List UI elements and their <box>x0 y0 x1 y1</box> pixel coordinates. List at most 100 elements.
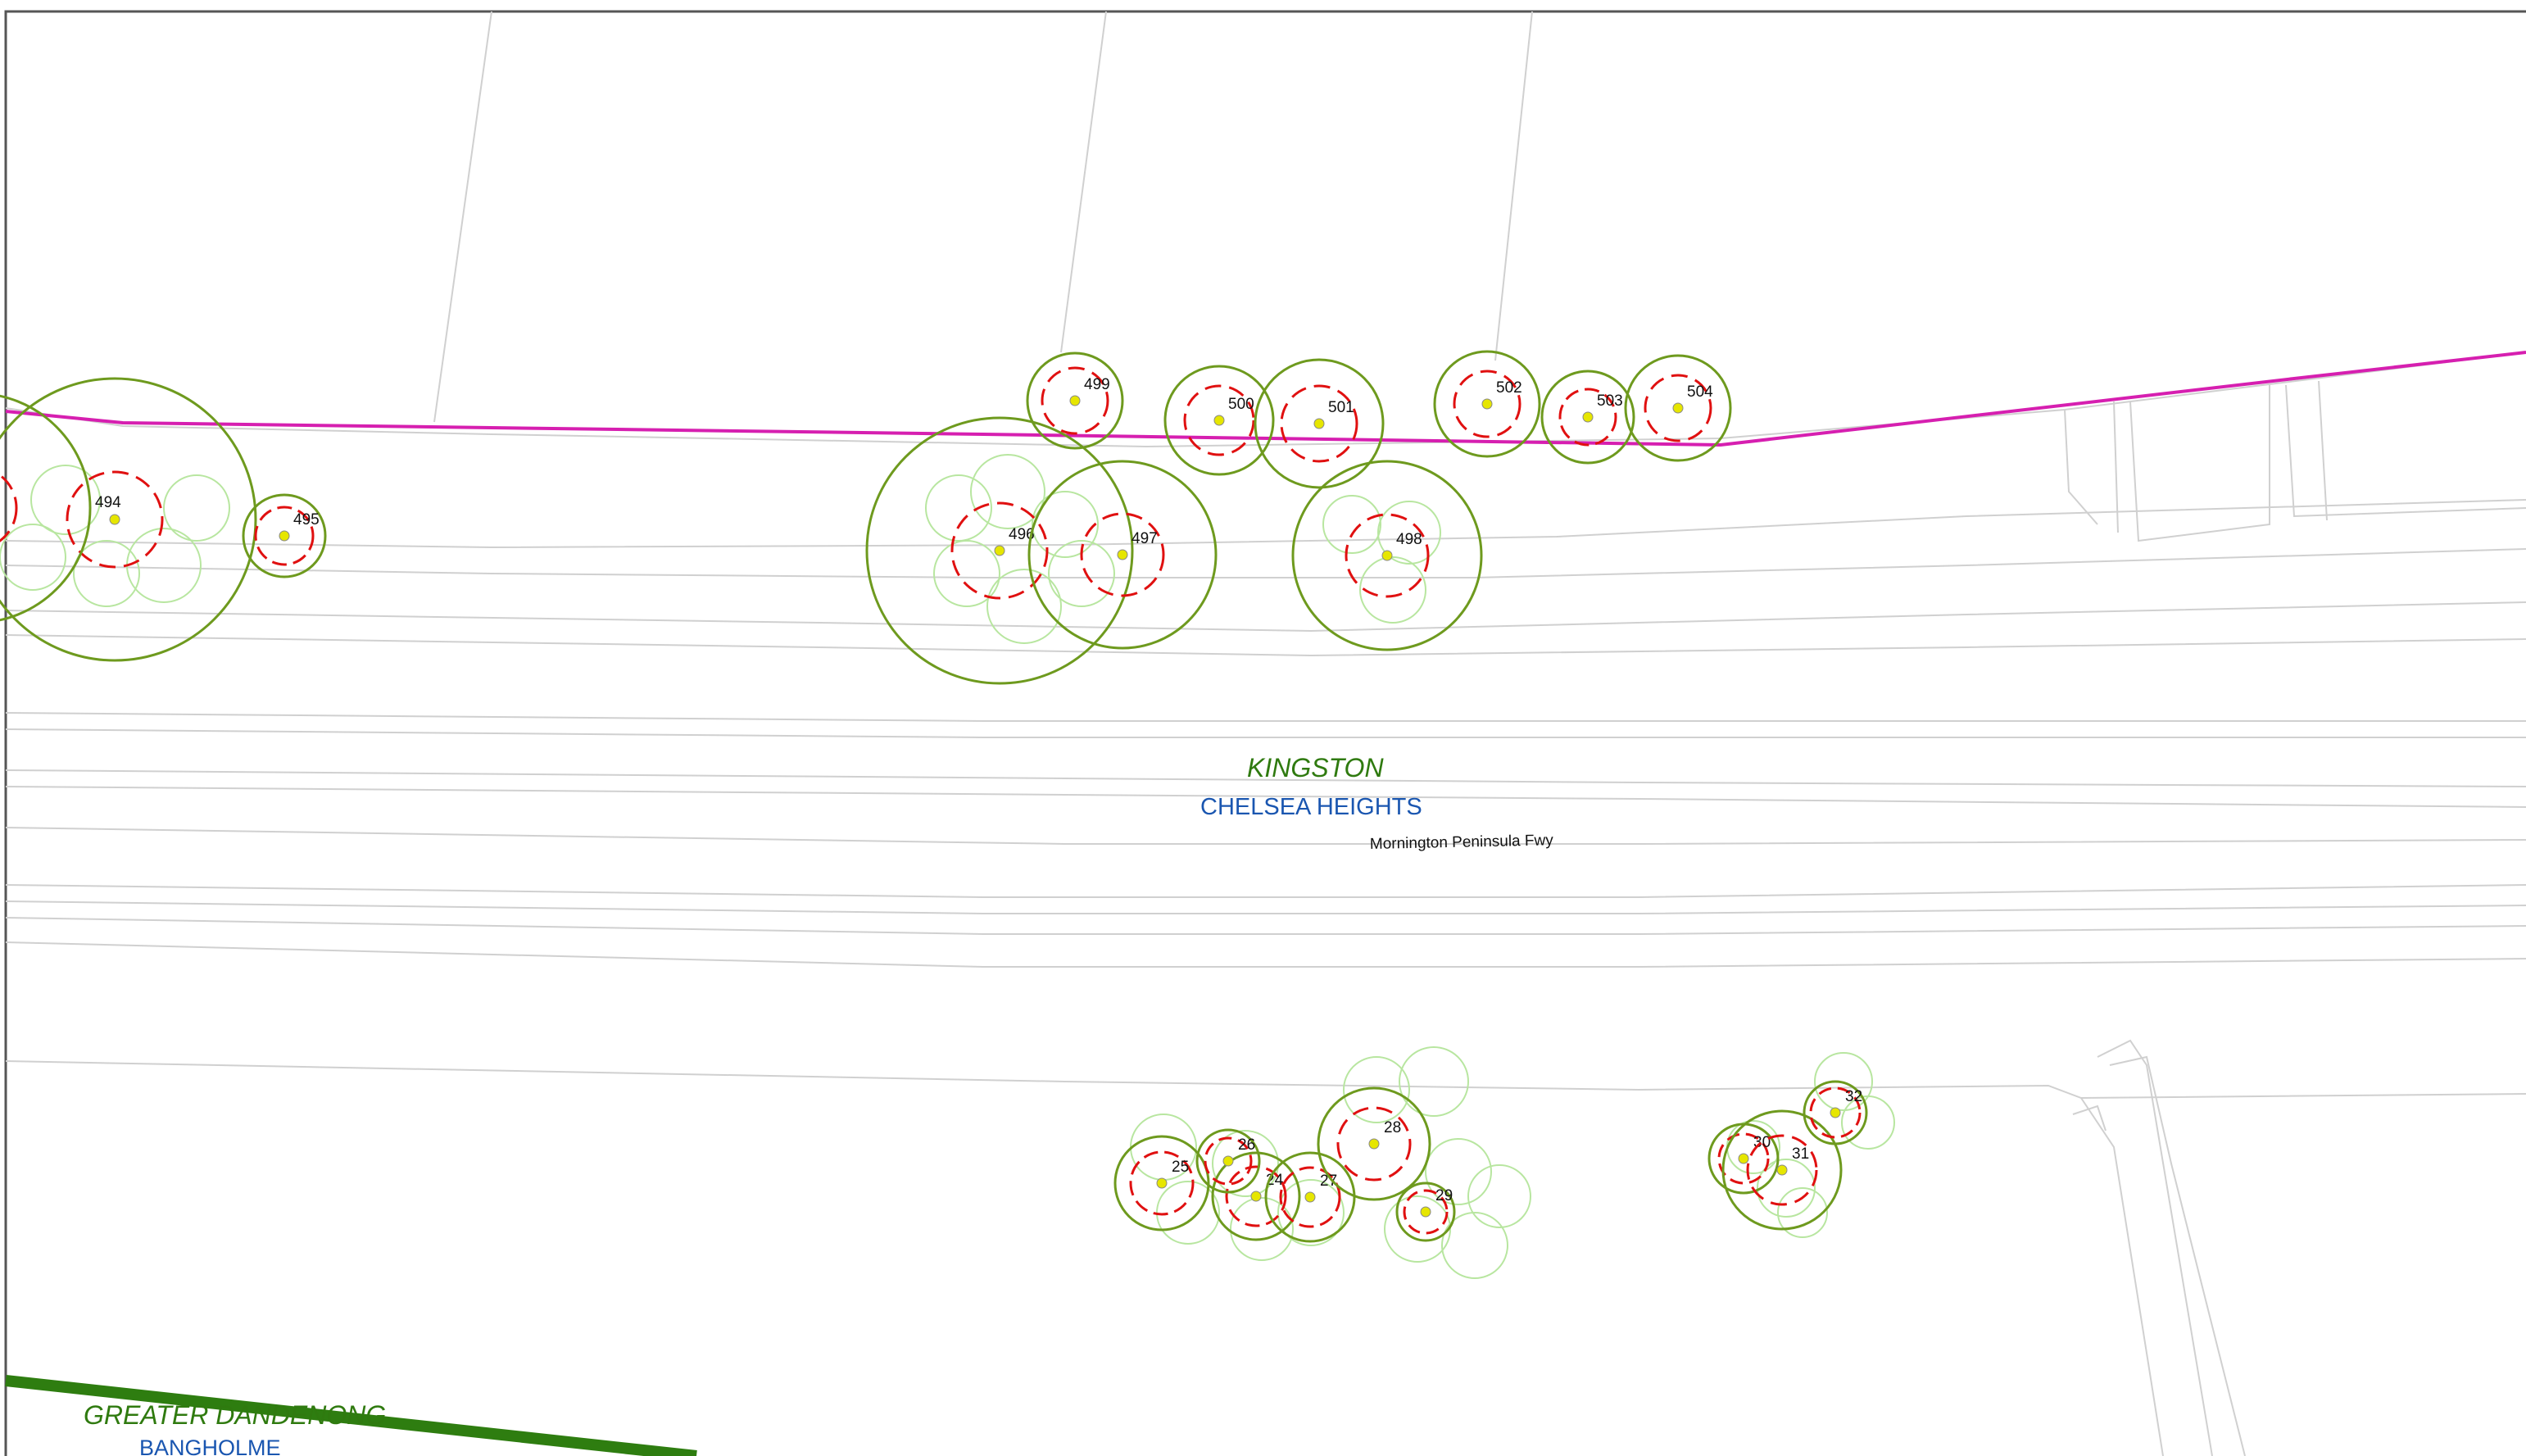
srz-circle <box>1717 1132 1770 1185</box>
tpz-circle <box>1803 1080 1868 1145</box>
map-frame <box>4 10 2526 1456</box>
tree-point <box>1117 549 1128 560</box>
tree-number-497: 497 <box>1131 530 1158 547</box>
tpz-circle <box>1540 370 1635 465</box>
tree-number-29: 29 <box>1435 1187 1453 1204</box>
tree-27[interactable]: 27 <box>1264 1151 1356 1243</box>
tree-number-503: 503 <box>1597 392 1623 410</box>
tree-25[interactable]: 25 <box>1113 1135 1210 1231</box>
tree-point <box>1304 1191 1316 1203</box>
tpz-circle <box>1026 352 1124 450</box>
road-linework <box>5 11 2526 1456</box>
tree-497[interactable]: 497 <box>1027 460 1218 650</box>
srz-circle <box>1403 1189 1449 1235</box>
tree-point <box>1250 1191 1262 1202</box>
tree-number-26: 26 <box>1238 1136 1255 1154</box>
tree-point <box>1582 411 1594 423</box>
srz-circle <box>1644 374 1712 442</box>
tree-point <box>109 514 120 525</box>
tpz-circle <box>1624 354 1732 462</box>
srz-circle <box>66 470 164 569</box>
tree-number-31: 31 <box>1792 1145 1809 1163</box>
tpz-circle <box>865 416 1134 685</box>
tree-point <box>1830 1107 1841 1118</box>
tree-32[interactable]: 32 <box>1803 1080 1868 1145</box>
council-label-greater-dandenong: GREATER DANDENONG <box>84 1400 386 1430</box>
srz-circle <box>1280 384 1358 463</box>
tree-point <box>1313 418 1325 429</box>
srz-circle <box>1453 370 1521 438</box>
tree-point <box>1381 550 1393 561</box>
tree-point <box>1368 1138 1380 1150</box>
tree-number-27: 27 <box>1320 1173 1337 1190</box>
tpz-circle <box>1395 1182 1456 1242</box>
tree-point <box>1738 1153 1749 1164</box>
srz-circle <box>1809 1086 1862 1139</box>
srz-circle <box>1558 388 1617 447</box>
tree-number-502: 502 <box>1496 379 1522 397</box>
tree-point <box>1420 1206 1431 1218</box>
tpz-circle <box>1027 460 1218 650</box>
tree-number-500: 500 <box>1228 396 1254 413</box>
tree-number-32: 32 <box>1845 1088 1862 1105</box>
tpz-circle <box>242 493 327 578</box>
tree-point <box>1672 402 1684 414</box>
tree-29[interactable]: 29 <box>1395 1182 1456 1242</box>
tree-501[interactable]: 501 <box>1254 358 1385 489</box>
tree-502[interactable]: 502 <box>1433 350 1541 458</box>
council-boundary-line <box>5 1375 697 1456</box>
srz-circle <box>254 506 315 566</box>
srz-circle <box>1336 1106 1412 1182</box>
tree-point <box>994 545 1005 556</box>
srz-circle <box>1204 1136 1253 1186</box>
srz-circle <box>1345 513 1430 598</box>
tree-26[interactable]: 26 <box>1195 1128 1261 1194</box>
tree-28[interactable]: 28 <box>1317 1086 1431 1201</box>
tpz-circle <box>1113 1135 1210 1231</box>
tpz-circle <box>1317 1086 1431 1201</box>
tree-number-498: 498 <box>1396 531 1422 548</box>
tree-partial-left <box>0 394 92 622</box>
tree-504[interactable]: 504 <box>1624 354 1732 462</box>
tree-number-504: 504 <box>1687 383 1713 401</box>
tree-30[interactable]: 30 <box>1707 1123 1780 1195</box>
srz-circle <box>1041 366 1109 435</box>
tpz-circle <box>1163 365 1275 476</box>
tpz-circle <box>1721 1109 1843 1231</box>
tree-point <box>279 530 290 542</box>
srz-circle <box>1746 1134 1818 1206</box>
tree-point <box>1069 395 1081 406</box>
tree-503[interactable]: 503 <box>1540 370 1635 465</box>
road-label-mornington-peninsula-fwy: Mornington Peninsula Fwy <box>1370 832 1554 853</box>
srz-circle <box>1129 1150 1195 1216</box>
property-boundary-line <box>5 351 2526 447</box>
tpz-circle <box>1195 1128 1261 1194</box>
tree-number-501: 501 <box>1328 399 1354 416</box>
tree-496[interactable]: 496 <box>865 416 1134 685</box>
tree-point <box>1156 1177 1168 1189</box>
tree-24[interactable]: 24 <box>1211 1151 1301 1241</box>
tree-point <box>1481 398 1493 410</box>
tree-500[interactable]: 500 <box>1163 365 1275 476</box>
tpz-circle <box>1254 358 1385 489</box>
srz-circle <box>1080 512 1165 597</box>
tree-494[interactable]: 494 <box>0 377 257 662</box>
tpz-circle <box>1433 350 1541 458</box>
tree-point <box>1222 1155 1234 1167</box>
tree-number-496: 496 <box>1009 526 1035 543</box>
tree-point <box>1776 1164 1788 1176</box>
council-label-kingston: KINGSTON <box>1247 753 1384 782</box>
tree-number-499: 499 <box>1084 376 1110 393</box>
tree-31[interactable]: 31 <box>1721 1109 1843 1231</box>
suburb-label-chelsea-heights: CHELSEA HEIGHTS <box>1200 794 1422 820</box>
tree-point <box>1213 415 1225 426</box>
tree-499[interactable]: 499 <box>1026 352 1124 450</box>
tree-number-494: 494 <box>95 494 121 511</box>
tree-495[interactable]: 495 <box>242 493 327 578</box>
trees: 494 495 496 497 498 <box>0 350 1868 1243</box>
tpz-circle <box>0 377 257 662</box>
tree-498[interactable]: 498 <box>1291 460 1483 651</box>
srz-circle <box>1279 1166 1341 1228</box>
tpz-circle <box>1211 1151 1301 1241</box>
tree-number-28: 28 <box>1384 1119 1401 1136</box>
